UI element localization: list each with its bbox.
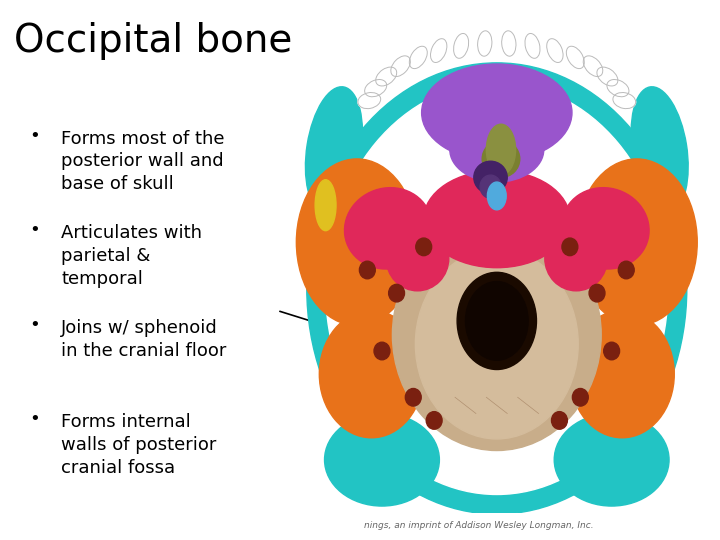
Ellipse shape <box>423 171 570 268</box>
Ellipse shape <box>480 175 501 198</box>
Text: Forms most of the
posterior wall and
base of skull: Forms most of the posterior wall and bas… <box>61 130 225 193</box>
Ellipse shape <box>554 414 669 506</box>
Circle shape <box>562 238 578 255</box>
Ellipse shape <box>570 310 675 438</box>
Ellipse shape <box>410 46 427 69</box>
Text: Joins w/ sphenoid
in the cranial floor: Joins w/ sphenoid in the cranial floor <box>61 319 227 360</box>
Ellipse shape <box>525 33 540 58</box>
Ellipse shape <box>305 87 362 213</box>
Ellipse shape <box>466 281 528 360</box>
Ellipse shape <box>315 180 336 231</box>
Ellipse shape <box>325 414 439 506</box>
Circle shape <box>426 411 442 429</box>
Ellipse shape <box>422 64 572 161</box>
Text: Occipital bone: Occipital bone <box>14 22 293 59</box>
Ellipse shape <box>545 226 608 291</box>
Ellipse shape <box>477 31 492 56</box>
Ellipse shape <box>454 33 469 58</box>
Circle shape <box>374 342 390 360</box>
Ellipse shape <box>415 249 578 439</box>
Text: •: • <box>29 316 40 334</box>
Text: nings, an imprint of Addison Wesley Longman, Inc.: nings, an imprint of Addison Wesley Long… <box>364 521 593 530</box>
Ellipse shape <box>562 188 649 269</box>
Ellipse shape <box>567 46 584 69</box>
Circle shape <box>618 261 634 279</box>
Ellipse shape <box>297 159 418 326</box>
Ellipse shape <box>376 67 397 86</box>
Ellipse shape <box>482 140 520 178</box>
Ellipse shape <box>457 272 536 369</box>
Ellipse shape <box>583 56 603 77</box>
Ellipse shape <box>319 310 423 438</box>
Text: •: • <box>29 410 40 428</box>
Ellipse shape <box>391 56 410 77</box>
Circle shape <box>589 285 605 302</box>
Circle shape <box>552 411 567 429</box>
Ellipse shape <box>607 79 629 97</box>
Ellipse shape <box>546 39 563 63</box>
Ellipse shape <box>450 117 544 182</box>
Ellipse shape <box>631 87 688 213</box>
Text: •: • <box>29 127 40 145</box>
Circle shape <box>415 238 432 255</box>
Ellipse shape <box>597 67 618 86</box>
Circle shape <box>389 285 405 302</box>
Ellipse shape <box>487 182 506 210</box>
Circle shape <box>572 388 588 406</box>
Ellipse shape <box>307 63 687 514</box>
Text: Articulates with
parietal &
temporal: Articulates with parietal & temporal <box>61 224 202 288</box>
Ellipse shape <box>487 124 516 175</box>
Ellipse shape <box>364 79 387 97</box>
Text: •: • <box>29 221 40 239</box>
Ellipse shape <box>392 219 601 450</box>
Ellipse shape <box>576 159 697 326</box>
Text: Forms internal
walls of posterior
cranial fossa: Forms internal walls of posterior crania… <box>61 413 217 477</box>
Ellipse shape <box>502 31 516 56</box>
Ellipse shape <box>344 188 432 269</box>
Ellipse shape <box>386 226 449 291</box>
Ellipse shape <box>358 92 381 109</box>
Circle shape <box>603 342 620 360</box>
Ellipse shape <box>474 161 507 194</box>
Ellipse shape <box>613 92 636 109</box>
Ellipse shape <box>325 83 668 495</box>
Circle shape <box>405 388 421 406</box>
Ellipse shape <box>431 39 447 63</box>
Circle shape <box>359 261 375 279</box>
